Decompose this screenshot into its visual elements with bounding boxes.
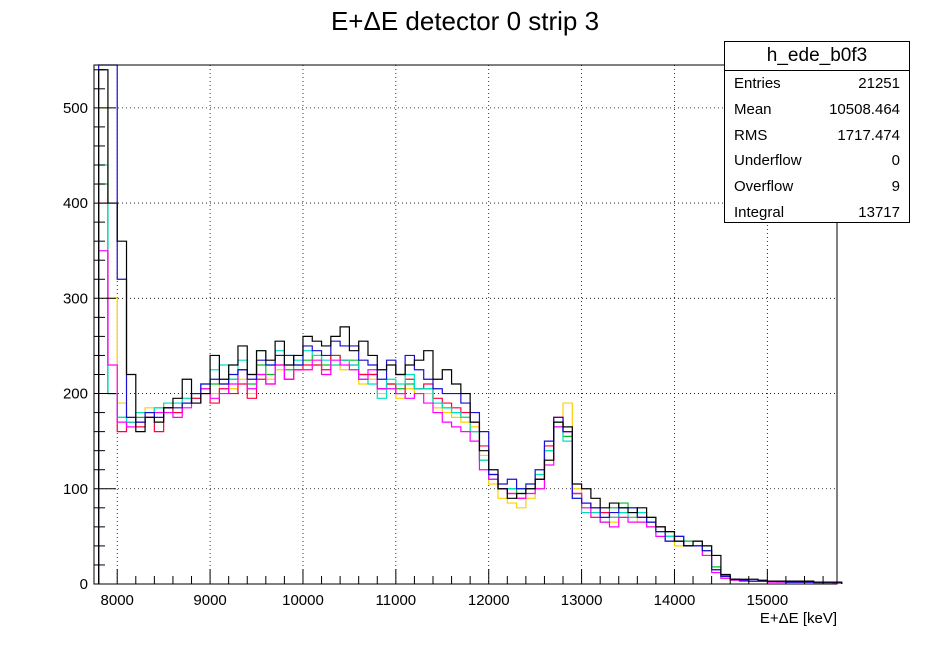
plot-frame bbox=[93, 64, 838, 585]
stat-row-mean: Mean 10508.464 bbox=[725, 97, 909, 123]
y-tick-label: 300 bbox=[63, 290, 88, 307]
x-tick-label: 9000 bbox=[193, 592, 226, 609]
stat-row-underflow: Underflow 0 bbox=[725, 148, 909, 174]
tick-layer bbox=[94, 69, 824, 585]
y-tick-label: 100 bbox=[63, 481, 88, 498]
histogram-series-0 bbox=[98, 69, 843, 584]
stat-row-integral: Integral 13717 bbox=[725, 200, 909, 226]
x-tick-label: 8000 bbox=[101, 592, 134, 609]
y-tick-label: 0 bbox=[80, 576, 88, 593]
chart-title: E+ΔE detector 0 strip 3 bbox=[330, 6, 600, 36]
stat-row-entries: Entries 21251 bbox=[725, 71, 909, 97]
stat-label: RMS bbox=[734, 126, 768, 144]
stat-label: Entries bbox=[734, 75, 781, 92]
stat-label: Underflow bbox=[734, 152, 802, 170]
y-tick-label: 500 bbox=[63, 100, 88, 117]
y-tick-label: 400 bbox=[63, 195, 88, 212]
x-axis-label: E+ΔE [keV] bbox=[760, 610, 837, 627]
y-tick-label: 200 bbox=[63, 386, 88, 403]
stat-value: 10508.464 bbox=[829, 100, 900, 118]
series-layer bbox=[98, 64, 843, 584]
stats-box: h_ede_b0f3 Entries 21251 Mean 10508.464 … bbox=[724, 41, 910, 223]
label-layer: 8000 9000 10000 11000 12000 13000 14000 15000 0 1… bbox=[63, 100, 788, 609]
x-tick-label: 15000 bbox=[746, 592, 788, 609]
stat-value: 0 bbox=[891, 152, 900, 170]
x-tick-label: 14000 bbox=[654, 592, 696, 609]
stat-value: 13717 bbox=[858, 203, 900, 221]
stat-value: 9 bbox=[891, 178, 900, 196]
stat-row-overflow: Overflow 9 bbox=[725, 174, 909, 200]
stat-label: Overflow bbox=[734, 178, 794, 196]
x-tick-label: 12000 bbox=[468, 592, 510, 609]
stat-row-rms: RMS 1717.474 bbox=[725, 123, 909, 149]
stat-label: Integral bbox=[734, 203, 785, 221]
stats-histogram-name: h_ede_b0f3 bbox=[725, 42, 909, 71]
x-tick-label: 13000 bbox=[561, 592, 603, 609]
stat-value: 21251 bbox=[858, 75, 900, 92]
stat-value: 1717.474 bbox=[837, 126, 900, 144]
stat-label: Mean bbox=[734, 100, 772, 118]
x-tick-label: 11000 bbox=[376, 592, 417, 609]
x-tick-label: 10000 bbox=[282, 592, 324, 609]
